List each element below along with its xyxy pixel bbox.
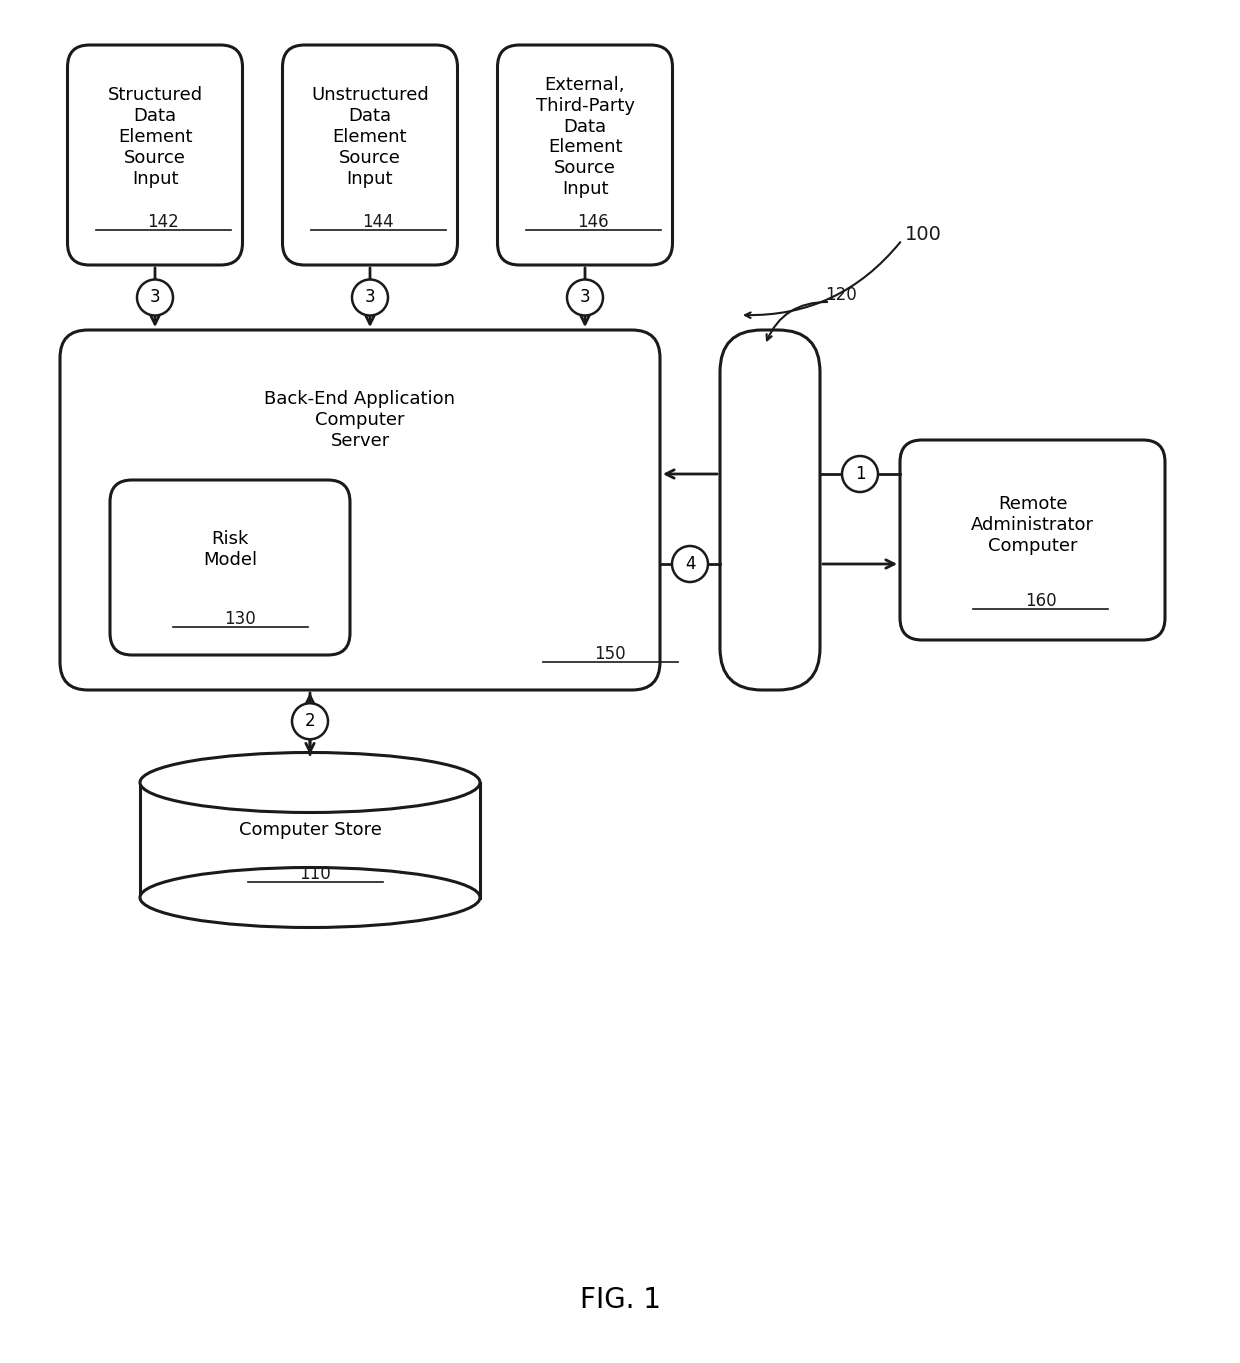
Text: 3: 3 (365, 289, 376, 307)
Circle shape (567, 279, 603, 315)
FancyBboxPatch shape (67, 45, 243, 264)
Text: 150: 150 (594, 645, 626, 662)
Circle shape (136, 279, 174, 315)
Text: 3: 3 (150, 289, 160, 307)
Text: FIG. 1: FIG. 1 (579, 1287, 661, 1314)
Circle shape (672, 547, 708, 582)
Text: Unstructured
Data
Element
Source
Input: Unstructured Data Element Source Input (311, 86, 429, 188)
Ellipse shape (140, 867, 480, 927)
Text: 100: 100 (905, 225, 942, 244)
Text: 110: 110 (299, 866, 331, 883)
FancyBboxPatch shape (60, 330, 660, 690)
Text: 120: 120 (825, 286, 857, 304)
Text: 144: 144 (362, 213, 394, 230)
Text: 160: 160 (1024, 592, 1056, 611)
FancyBboxPatch shape (497, 45, 672, 264)
Circle shape (352, 279, 388, 315)
FancyBboxPatch shape (900, 440, 1166, 641)
Ellipse shape (140, 752, 480, 812)
Text: 4: 4 (684, 555, 696, 572)
Circle shape (842, 457, 878, 492)
Text: Structured
Data
Element
Source
Input: Structured Data Element Source Input (108, 86, 202, 188)
Text: External,
Third-Party
Data
Element
Source
Input: External, Third-Party Data Element Sourc… (536, 76, 635, 198)
Text: 2: 2 (305, 713, 315, 731)
Text: 146: 146 (577, 213, 609, 230)
Text: 130: 130 (224, 611, 255, 628)
Text: Computer Store: Computer Store (238, 821, 382, 840)
Text: Remote
Administrator
Computer: Remote Administrator Computer (971, 495, 1094, 555)
Text: Risk
Model: Risk Model (203, 530, 257, 568)
Text: Back-End Application
Computer
Server: Back-End Application Computer Server (264, 390, 455, 450)
FancyBboxPatch shape (283, 45, 458, 264)
FancyBboxPatch shape (110, 480, 350, 656)
Text: 1: 1 (854, 465, 866, 483)
Bar (140, 782, 480, 897)
FancyBboxPatch shape (720, 330, 820, 690)
Text: 3: 3 (579, 289, 590, 307)
Text: 142: 142 (148, 213, 179, 230)
Circle shape (291, 703, 329, 739)
